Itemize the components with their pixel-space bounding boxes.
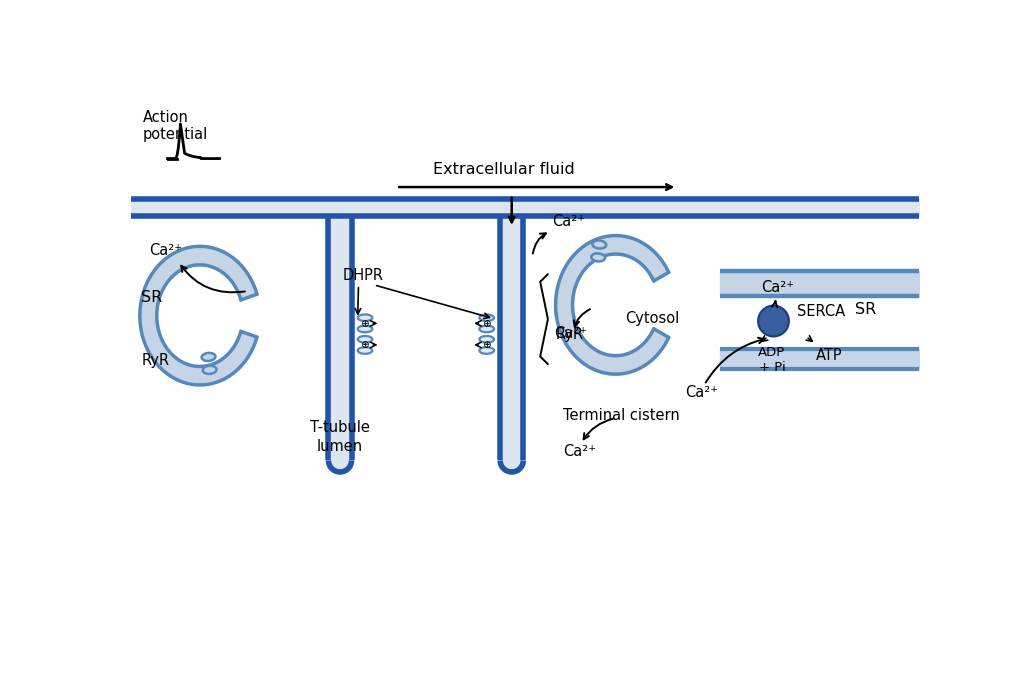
Text: Terminal cistern: Terminal cistern (563, 408, 680, 424)
Text: Action
potential: Action potential (143, 110, 208, 143)
Text: Ca²⁺: Ca²⁺ (148, 243, 181, 259)
Ellipse shape (591, 253, 605, 261)
Text: $\oplus$: $\oplus$ (360, 340, 370, 350)
Polygon shape (500, 461, 523, 472)
Text: SERCA: SERCA (797, 304, 845, 319)
Text: T-tubule
lumen: T-tubule lumen (310, 420, 370, 454)
Text: $\oplus$: $\oplus$ (482, 318, 492, 329)
Text: RyR: RyR (141, 353, 169, 368)
Ellipse shape (203, 366, 217, 374)
Text: Ca²⁺: Ca²⁺ (563, 444, 596, 459)
Text: Ca²⁺: Ca²⁺ (761, 280, 794, 295)
Text: $\oplus$: $\oplus$ (482, 340, 492, 350)
Ellipse shape (479, 336, 494, 343)
Ellipse shape (357, 336, 373, 343)
Polygon shape (140, 246, 257, 385)
Text: SR: SR (855, 302, 877, 317)
Text: DHPR: DHPR (343, 268, 384, 283)
Text: Extracellular fluid: Extracellular fluid (433, 162, 574, 177)
Ellipse shape (357, 347, 373, 354)
Text: Ca²⁺: Ca²⁺ (685, 385, 718, 400)
Ellipse shape (357, 315, 373, 321)
Polygon shape (556, 236, 669, 374)
Text: Ca²⁺: Ca²⁺ (554, 326, 587, 341)
Text: RyR: RyR (555, 326, 584, 342)
Ellipse shape (202, 353, 215, 361)
Text: $\oplus$: $\oplus$ (360, 318, 370, 329)
Circle shape (758, 305, 788, 336)
Ellipse shape (479, 315, 494, 321)
Text: ADP
+ Pi: ADP + Pi (759, 345, 785, 373)
Ellipse shape (479, 347, 494, 354)
Ellipse shape (479, 326, 494, 332)
Text: Ca²⁺: Ca²⁺ (552, 214, 585, 229)
Ellipse shape (592, 240, 606, 249)
Text: ATP: ATP (816, 348, 843, 363)
Text: SR: SR (141, 289, 163, 305)
Ellipse shape (357, 326, 373, 332)
Text: Cytosol: Cytosol (625, 311, 679, 326)
Polygon shape (329, 461, 351, 472)
